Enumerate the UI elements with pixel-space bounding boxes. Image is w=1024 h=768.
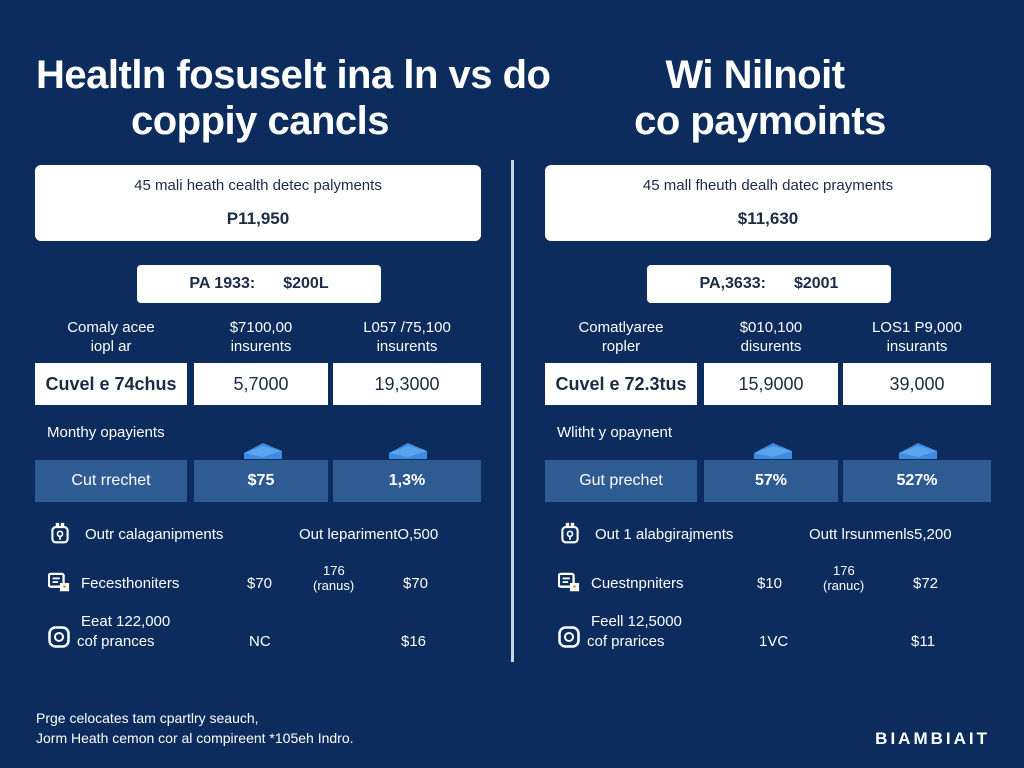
blue-row-value-2: 527% [843, 460, 991, 502]
monthly-payments-heading: Wlitht y opaynent [557, 424, 673, 441]
column-header-2: $7100,00 insurents [229, 319, 293, 355]
column-header-3: L057 /75,100 insurents [363, 319, 451, 355]
blue-row-label: Cut rrechet [35, 460, 187, 502]
blue-row-value-1: 57% [704, 460, 838, 502]
pa-label: PA 1933: [189, 275, 256, 292]
row-2-mid-top: 176 [833, 563, 855, 578]
row-1-label: Out 1 alabgirajments [595, 526, 734, 543]
white-row-value-1: 5,7000 [194, 363, 328, 405]
gem-icon [244, 443, 282, 459]
row-2-mid-bottom: (ranus) [313, 578, 355, 593]
row-2-mid-top: 176 [323, 563, 345, 578]
pa-label: PA,3633: [699, 275, 766, 292]
clock-icon [48, 626, 70, 648]
title-left-line2: coppiy cancls [130, 99, 390, 143]
row-1-right: Out leparimentO,500 [299, 526, 439, 543]
column-header-3: LOS1 P9,000 insurants [871, 319, 963, 355]
row-3-label-top: Feell 12,5000 [591, 613, 682, 630]
total-payments-card: 45 mall fheuth dealh datec prayments $11… [545, 165, 991, 241]
row-3-value-1: NC [249, 633, 271, 650]
row-2-label: Fecesthoniters [81, 575, 180, 592]
total-payments-value: $11,630 [737, 209, 799, 228]
column-header-1: Comaly acee iopl ar [67, 319, 155, 355]
total-payments-label: 45 mall fheuth dealh datec prayments [642, 177, 894, 194]
column-header-1: Comatlyaree ropler [578, 319, 664, 355]
gem-icon [754, 443, 792, 459]
blue-row-value-2: 1,3% [333, 460, 481, 502]
row-2-mid-bottom: (ranuc) [823, 578, 865, 593]
row-2-value-2: $72 [913, 575, 939, 592]
pa-value: $200L [283, 275, 329, 292]
row-2-label: Cuestnpniters [591, 575, 684, 592]
panel-right: 45 mall fheuth dealh datec prayments $11… [545, 0, 1005, 768]
document-wallet-icon [48, 572, 70, 592]
title-right-line1: Wi Nilnoit [665, 53, 845, 97]
jar-icon [561, 522, 579, 544]
title-left-line1: Healtln fosuselt ina ln vs do [36, 53, 551, 97]
total-payments-label: 45 mali heath cealth detec palyments [134, 177, 382, 194]
footer-line-1: Prge celocates tam cpartlry seauch, [36, 710, 259, 726]
footer-line-2: Jorm Heath cemon cor al compireent *105e… [36, 730, 354, 746]
pa-pill: PA 1933: $200L [137, 265, 381, 303]
row-3-value-2: $16 [401, 633, 427, 650]
row-3-label: cof prances [77, 633, 155, 650]
row-1-label: Outr calaganipments [85, 526, 224, 543]
footer-note: Prge celocates tam cpartlry seauch, Jorm… [36, 708, 354, 748]
row-1-right: Outt lrsunmenls5,200 [809, 526, 952, 543]
gem-icon [389, 443, 427, 459]
pa-pill: PA,3633: $2001 [647, 265, 891, 303]
clock-icon [558, 626, 580, 648]
row-3-label: cof prarices [587, 633, 665, 650]
row-3-value-2: $11 [911, 633, 935, 650]
jar-icon [51, 522, 69, 544]
row-2-value-2: $70 [403, 575, 429, 592]
gem-icon [899, 443, 937, 459]
white-row-value-2: 19,3000 [333, 363, 481, 405]
pa-value: $2001 [793, 275, 839, 292]
brand-logo: BIAMBIAIT [875, 729, 990, 748]
document-wallet-icon [558, 572, 580, 592]
row-2-value-1: $10 [757, 575, 783, 592]
white-row-value-2: 39,000 [843, 363, 991, 405]
white-row-label: Cuvel e 72.3tus [545, 363, 697, 405]
panel-left: 45 mali heath cealth detec palyments P11… [35, 0, 495, 768]
center-divider [511, 160, 514, 662]
white-row-label: Cuvel e 74chus [35, 363, 187, 405]
column-header-2: $010,100 disurents [739, 319, 803, 355]
white-row-value-1: 15,9000 [704, 363, 838, 405]
monthly-payments-heading: Monthy opayients [47, 424, 165, 441]
title-right-line2: co paymoints [634, 99, 886, 143]
row-3-label-top: Eeat 122,000 [81, 613, 171, 630]
row-3-value-1: 1VC [759, 633, 789, 650]
total-payments-value: P11,950 [226, 209, 290, 228]
blue-row-value-1: $75 [194, 460, 328, 502]
row-2-value-1: $70 [247, 575, 273, 592]
total-payments-card: 45 mali heath cealth detec palyments P11… [35, 165, 481, 241]
blue-row-label: Gut prechet [545, 460, 697, 502]
